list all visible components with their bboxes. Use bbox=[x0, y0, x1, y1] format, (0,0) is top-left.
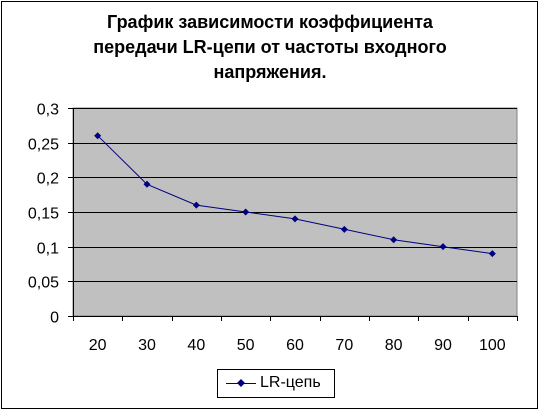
y-tick-label: 0,2 bbox=[37, 171, 59, 188]
chart-title-line-2: передачи LR-цепи от частоты входного bbox=[93, 37, 447, 57]
diamond-marker-icon bbox=[237, 379, 245, 387]
x-tick-label: 90 bbox=[434, 337, 452, 354]
data-point-marker bbox=[488, 250, 496, 258]
chart-title-line-1: График зависимости коэффициента bbox=[107, 12, 433, 32]
data-point-marker bbox=[291, 215, 299, 223]
x-tick-label: 30 bbox=[138, 337, 156, 354]
chart-legend: LR-цепь bbox=[217, 369, 335, 398]
chart-title: График зависимости коэффициента передачи… bbox=[40, 10, 500, 85]
x-tick-label: 60 bbox=[286, 337, 304, 354]
x-tick-label: 50 bbox=[237, 337, 255, 354]
chart-title-line-3: напряжения. bbox=[213, 62, 327, 82]
x-tick-label: 80 bbox=[385, 337, 403, 354]
x-tick-label: 70 bbox=[335, 337, 353, 354]
data-point-marker bbox=[242, 208, 250, 216]
data-point-marker bbox=[192, 201, 200, 209]
y-tick-label: 0,25 bbox=[28, 137, 59, 154]
x-tick-label: 100 bbox=[479, 337, 506, 354]
data-point-marker bbox=[439, 243, 447, 251]
y-tick-label: 0 bbox=[50, 310, 59, 327]
legend-label: LR-цепь bbox=[260, 374, 321, 391]
y-tick-label: 0,1 bbox=[37, 241, 59, 258]
data-point-marker bbox=[94, 132, 102, 140]
x-tick-label: 20 bbox=[89, 337, 107, 354]
data-point-marker bbox=[143, 180, 151, 188]
y-tick-label: 0,05 bbox=[28, 275, 59, 292]
x-tick-label: 40 bbox=[187, 337, 205, 354]
y-tick-label: 0,3 bbox=[37, 102, 59, 119]
data-point-marker bbox=[390, 236, 398, 244]
y-tick-label: 0,15 bbox=[28, 206, 59, 223]
data-point-marker bbox=[340, 225, 348, 233]
